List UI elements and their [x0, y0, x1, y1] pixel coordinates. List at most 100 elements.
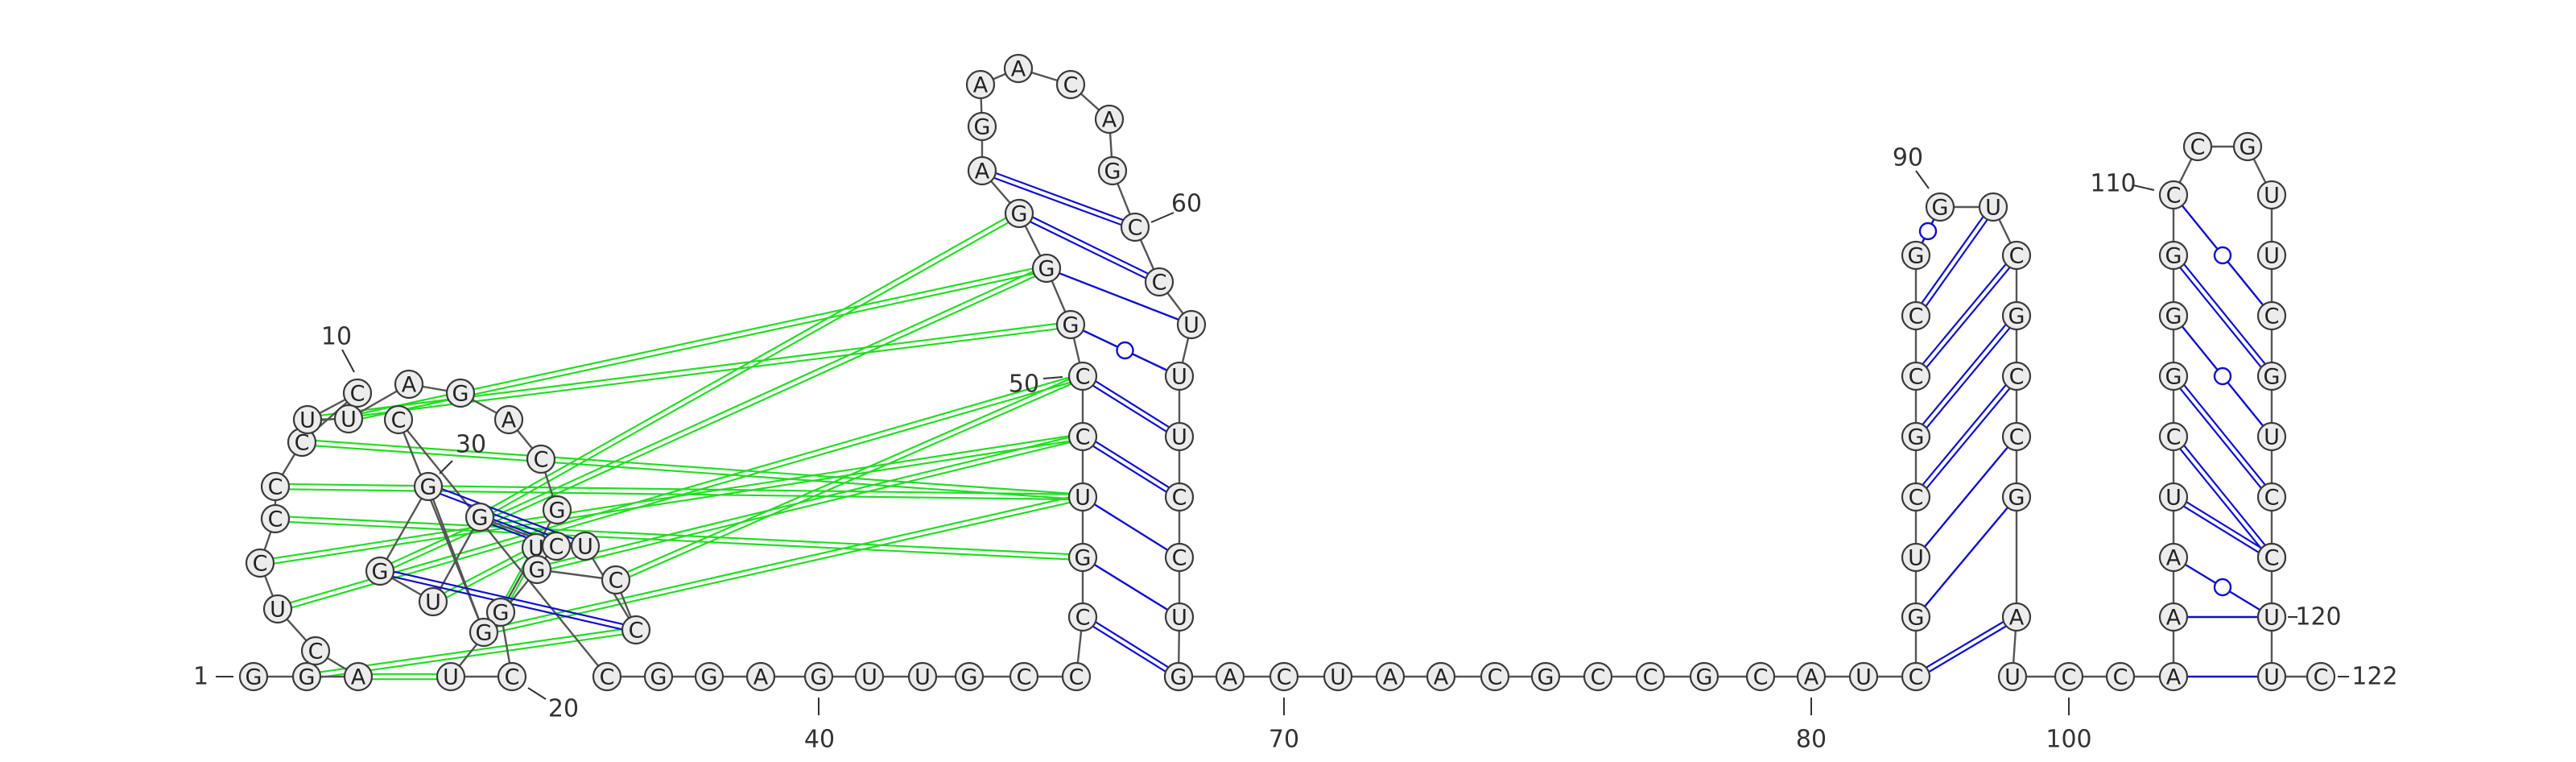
nucleotide-letter: U	[1183, 313, 1199, 338]
nucleotide-circle	[1067, 542, 1098, 573]
nucleotide-letter: C	[1172, 546, 1187, 571]
nucleotide-letter: G	[1104, 159, 1121, 184]
nucleotide-letter: C	[1069, 665, 1084, 690]
nucleotide-circle	[469, 617, 499, 648]
nucleotide-letter: G	[1908, 244, 1925, 269]
nucleotide-42: C	[1061, 661, 1092, 692]
position-label-30: 30	[439, 431, 486, 474]
nucleotide-letter: G	[1011, 202, 1028, 227]
nucleotide-26: C	[541, 531, 572, 561]
nucleotide-69: C	[1269, 661, 1299, 692]
nucleotide-97: U	[1997, 661, 2028, 692]
nucleotide-circle	[1375, 661, 1406, 692]
nucleotide-94: C	[2001, 421, 2032, 452]
base-pair-line	[1913, 205, 1992, 315]
nucleotide-circle	[1055, 309, 1086, 340]
nucleotide-letter: A	[2166, 546, 2182, 571]
nucleotide-20: C	[497, 661, 527, 692]
nucleotide-letter: G	[1038, 257, 1055, 282]
nucleotide-21: U	[436, 661, 466, 692]
nucleotide-letter: U	[528, 536, 544, 561]
nucleotide-circle	[2182, 131, 2213, 162]
nucleotide-47: C	[1067, 361, 1098, 391]
nucleotide-letter: C	[629, 619, 644, 644]
nucleotide-14: G	[445, 378, 476, 408]
position-tick	[341, 349, 355, 373]
base-pair-line	[1084, 433, 1182, 496]
base-pair-line	[275, 515, 1084, 556]
nucleotide-letter: C	[609, 569, 624, 594]
nucleotide-letter: G	[420, 475, 437, 500]
nucleotide-circle	[1067, 421, 1098, 452]
nucleotide-circle	[954, 661, 985, 692]
nucleotide-40: G	[954, 661, 985, 692]
nucleotide-circle	[2158, 240, 2189, 271]
nucleotide-letter: G	[701, 665, 718, 690]
position-number: 60	[1171, 190, 1202, 218]
base-pair-line	[1080, 437, 1179, 500]
nucleotide-letter: U	[861, 665, 877, 690]
nucleotide-letter: G	[2008, 486, 2025, 511]
base-pair-line	[1915, 436, 2017, 558]
nucleotide-letter: A	[2166, 665, 2182, 690]
nucleotide-circle	[2054, 661, 2084, 692]
base-pair-line	[1917, 618, 2019, 680]
nucleotide-circle	[967, 155, 997, 186]
nucleotide-letter: C	[1909, 304, 1924, 329]
position-label-90: 90	[1893, 144, 1930, 189]
nucleotide-letter: A	[1102, 108, 1117, 133]
nucleotide-circle	[1164, 482, 1195, 512]
position-tick	[439, 460, 453, 474]
nucleotide-circle	[1901, 602, 1931, 632]
nucleotide-circle	[413, 471, 444, 502]
nucleotide-circle	[493, 404, 524, 435]
base-pair-line	[2174, 374, 2275, 496]
nucleotide-letter: C	[2009, 365, 2025, 390]
base-pair-line	[477, 210, 1018, 516]
nucleotide-letter: U	[1171, 606, 1187, 631]
base-pair-line	[483, 493, 1083, 631]
position-tick	[1150, 212, 1174, 223]
nucleotide-circle	[621, 615, 651, 645]
nucleotide-circle	[260, 503, 291, 534]
base-pair-line	[1917, 256, 2020, 379]
base-pair-line	[2174, 253, 2275, 375]
nucleotide-33: C	[592, 661, 622, 692]
nucleotide-52: G	[967, 111, 997, 142]
nucleotide-circle	[2001, 602, 2032, 632]
nucleotide-circle	[1530, 661, 1561, 692]
nucleotide-letter: G	[246, 665, 262, 690]
position-label-122: 122	[2338, 663, 2398, 691]
nucleotide-88: G	[1901, 240, 1931, 271]
nucleotide-circle	[1031, 253, 1062, 284]
base-pair-line	[2170, 377, 2271, 499]
base-pair-line	[260, 438, 1084, 567]
nucleotide-letter: U	[1908, 546, 1924, 571]
nucleotide-letter: C	[1909, 486, 1924, 511]
nucleotide-letter: C	[1063, 73, 1079, 98]
nucleotide-circle	[2256, 240, 2287, 271]
nucleotide-41: C	[1009, 661, 1039, 692]
nucleotide-113: C	[2256, 300, 2287, 331]
base-pair-line	[2170, 256, 2271, 379]
nucleotide-letter: U	[2264, 665, 2280, 690]
nucleotide-circle	[1901, 661, 1931, 692]
nucleotide-letter: U	[341, 408, 357, 433]
base-pair-line	[1913, 374, 2016, 496]
nucleotide-letter: G	[2165, 244, 2182, 269]
nucleotide-91: C	[2001, 240, 2032, 271]
nucleotide-58: C	[1120, 212, 1150, 242]
nucleotide-7: C	[260, 503, 291, 534]
nucleotide-letter: C	[253, 552, 268, 577]
nucleotide-letter: C	[1128, 216, 1143, 241]
nucleotide-circle	[1004, 198, 1034, 229]
nucleotide-83: U	[1901, 542, 1931, 573]
base-pair-line	[1915, 496, 2017, 618]
gu-pair-marker	[1918, 222, 1938, 241]
position-number: 100	[2046, 726, 2091, 754]
nucleotide-circle	[2256, 300, 2287, 331]
nucleotide-letter: U	[1171, 365, 1187, 390]
